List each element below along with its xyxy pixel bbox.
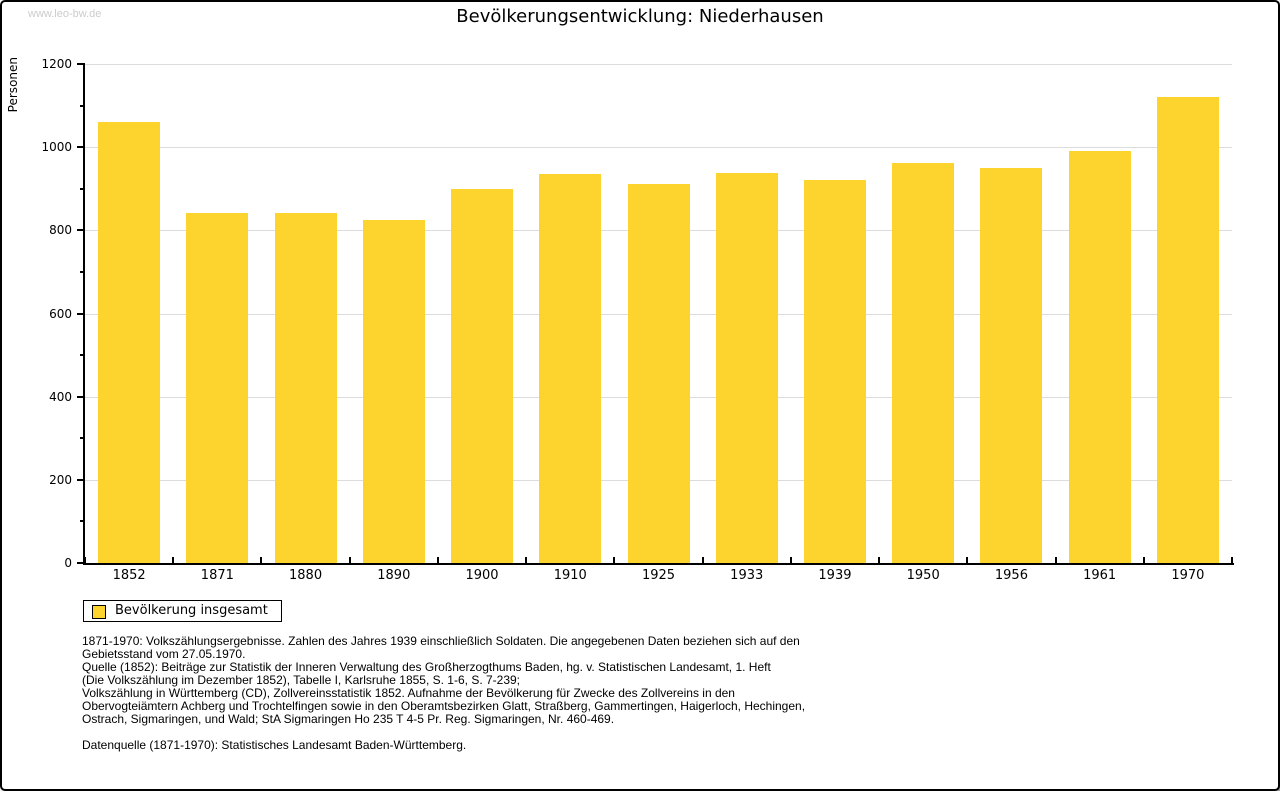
bar-1961: [1068, 150, 1131, 563]
x-boundary-tick-9: [878, 557, 881, 563]
x-tick-label-1910: 1910: [553, 568, 587, 583]
y-axis-line: [83, 64, 85, 565]
y-tick-label-0: 0: [64, 556, 72, 570]
y-tick-label-600: 600: [49, 306, 72, 321]
x-tick-label-1925: 1925: [641, 568, 676, 583]
x-tick-label-1871: 1871: [200, 568, 234, 583]
gridline-1200: [85, 64, 1232, 65]
x-boundary-tick-3: [348, 557, 351, 563]
y-tick-label-400: 400: [49, 389, 72, 404]
x-tick-label-1970: 1970: [1171, 568, 1205, 583]
y-major-tick-0: [77, 562, 85, 564]
bar-1956: [980, 168, 1043, 563]
bar-1852: [98, 122, 161, 563]
x-boundary-tick-12: [1142, 557, 1145, 563]
y-minor-tick-700: [80, 270, 85, 273]
y-tick-label-1200: 1200: [41, 57, 72, 71]
plot-area: [85, 64, 1232, 563]
y-minor-tick-1100: [80, 104, 85, 107]
x-boundary-tick-7: [701, 557, 704, 563]
x-boundary-tick-0: [84, 557, 86, 563]
source-notes: 1871-1970: Volkszählungsergebnisse. Zahl…: [82, 635, 805, 752]
x-boundary-tick-13: [1231, 557, 1233, 563]
y-minor-tick-900: [80, 187, 85, 190]
footer-line-6: Ostrach, Sigmaringen, und Wald; StA Sigm…: [82, 712, 615, 726]
x-boundary-tick-4: [436, 557, 439, 563]
x-axis-line: [83, 563, 1234, 565]
x-boundary-tick-2: [260, 557, 263, 563]
y-major-tick-1000: [77, 146, 85, 149]
x-tick-label-1852: 1852: [112, 568, 146, 583]
y-major-tick-400: [77, 395, 85, 398]
footer-line-8: Datenquelle (1871-1970): Statistisches L…: [82, 738, 467, 752]
x-boundary-tick-10: [966, 557, 969, 563]
footer-line-2: Quelle (1852): Beiträge zur Statistik de…: [82, 660, 771, 674]
footer-line-5: Obervogteiämtern Achberg und Trochtelfin…: [82, 699, 806, 713]
legend-swatch-icon: [92, 605, 106, 619]
chart-title: Bevölkerungsentwicklung: Niederhausen: [456, 6, 824, 27]
x-tick-label-1880: 1880: [289, 568, 323, 583]
y-minor-tick-300: [80, 437, 85, 440]
bar-1939: [803, 180, 866, 563]
y-minor-tick-500: [80, 354, 85, 357]
legend-label: Bevölkerung insgesamt: [115, 603, 268, 618]
legend: Bevölkerung insgesamt: [83, 600, 282, 622]
footer-line-0: 1871-1970: Volkszählungsergebnisse. Zahl…: [82, 634, 800, 648]
y-major-tick-800: [77, 229, 85, 232]
x-boundary-tick-1: [172, 557, 175, 563]
y-tick-label-800: 800: [49, 223, 72, 238]
x-tick-label-1939: 1939: [818, 568, 852, 583]
footer-line-4: Volkszählung in Württemberg (CD), Zollve…: [82, 686, 735, 700]
watermark: www.leo-bw.de: [28, 8, 102, 20]
x-boundary-tick-5: [525, 557, 528, 563]
y-tick-label-1000: 1000: [41, 140, 72, 155]
gridline-1000: [85, 147, 1232, 149]
bar-1925: [627, 184, 690, 563]
bar-1871: [186, 213, 249, 563]
y-major-tick-1200: [77, 63, 85, 65]
footer-line-3: (Die Volkszählung im Dezember 1852), Tab…: [82, 673, 521, 687]
x-tick-label-1933: 1933: [730, 568, 764, 583]
x-tick-label-1956: 1956: [994, 568, 1028, 583]
y-tick-label-200: 200: [49, 472, 72, 487]
bar-1880: [274, 213, 337, 563]
x-tick-label-1890: 1890: [377, 568, 411, 583]
y-minor-tick-100: [80, 520, 85, 523]
bar-1970: [1156, 97, 1219, 563]
y-major-tick-600: [77, 312, 85, 315]
x-tick-label-1900: 1900: [465, 568, 499, 583]
x-boundary-tick-11: [1054, 557, 1057, 563]
x-boundary-tick-6: [613, 557, 616, 563]
x-tick-label-1961: 1961: [1083, 568, 1117, 583]
bar-1910: [539, 173, 602, 563]
x-boundary-tick-8: [789, 557, 792, 563]
bar-1890: [362, 219, 425, 563]
footer-line-1: Gebietsstand vom 27.05.1970.: [82, 647, 246, 661]
bar-1950: [892, 162, 955, 563]
bar-1933: [715, 172, 778, 563]
bar-1900: [451, 189, 514, 563]
x-tick-label-1950: 1950: [906, 568, 940, 583]
y-major-tick-200: [77, 478, 85, 481]
